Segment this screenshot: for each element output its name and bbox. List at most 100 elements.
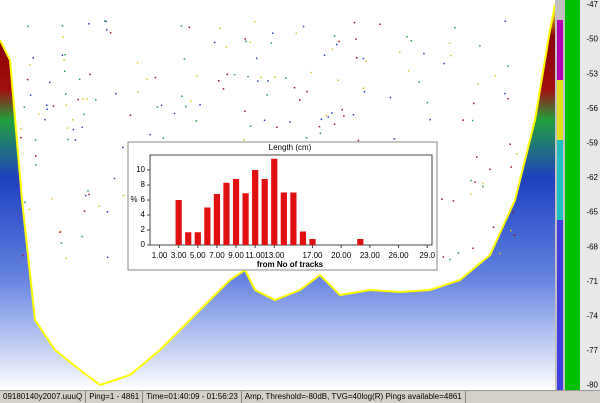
- echo: [319, 132, 322, 135]
- echo: [122, 194, 125, 197]
- echo: [106, 211, 109, 213]
- echo: [72, 128, 75, 131]
- echo: [249, 125, 252, 127]
- echo: [180, 25, 183, 27]
- echo: [185, 105, 187, 108]
- x-tick-label: 17.00: [302, 251, 323, 260]
- x-tick-label: 3.00: [171, 251, 187, 260]
- scale-label: -53: [586, 69, 598, 78]
- echo: [323, 54, 326, 56]
- echo: [441, 198, 443, 200]
- echo: [267, 80, 269, 82]
- x-tick-label: 1.00: [152, 251, 168, 260]
- y-axis-title: %: [130, 195, 137, 204]
- y-tick-label: 0: [141, 240, 146, 249]
- echo: [331, 48, 334, 51]
- echo: [162, 137, 165, 139]
- bar: [280, 192, 287, 245]
- echo: [87, 190, 89, 192]
- echo: [492, 226, 495, 228]
- echo: [479, 45, 481, 47]
- x-tick-label: 23.00: [360, 251, 381, 260]
- echo: [356, 56, 358, 59]
- echo: [78, 78, 81, 81]
- echo: [504, 92, 506, 95]
- echo: [482, 185, 484, 188]
- echo: [181, 95, 183, 98]
- bar: [242, 193, 249, 245]
- echo: [516, 153, 518, 155]
- echo: [190, 100, 192, 103]
- echo: [218, 27, 221, 30]
- echo: [137, 91, 139, 93]
- echo: [333, 123, 336, 126]
- length-histogram: Length (cm) from No of tracks % 0 2 4 6 8 10 1…: [127, 141, 438, 271]
- scale-label: -56: [586, 104, 598, 113]
- echo: [320, 118, 323, 121]
- echo: [338, 40, 340, 43]
- echo: [66, 127, 69, 129]
- echo: [352, 113, 355, 116]
- echo: [24, 201, 26, 204]
- scale-label: -68: [586, 242, 598, 251]
- bottom-line: [0, 4, 556, 387]
- bar: [194, 232, 201, 245]
- echo: [195, 75, 198, 78]
- echo: [84, 194, 87, 197]
- echo: [46, 108, 48, 111]
- echo: [59, 231, 61, 233]
- echo: [29, 94, 32, 96]
- x-axis-title: from No of tracks: [257, 260, 324, 269]
- echo: [362, 57, 365, 60]
- bar: [357, 239, 364, 245]
- echo: [27, 25, 29, 28]
- echo: [398, 51, 401, 54]
- scale-strip: [557, 220, 563, 390]
- status-field: Amp, Threshold=-80dB, TVG=40log(R) Pings…: [242, 391, 466, 403]
- bar: [252, 170, 259, 245]
- echo: [122, 146, 124, 149]
- bar: [175, 200, 182, 245]
- echo: [509, 143, 511, 145]
- echo: [443, 62, 445, 65]
- echo: [74, 139, 77, 141]
- x-tick-label: 29.0: [419, 251, 435, 260]
- echo: [327, 116, 330, 118]
- echo: [83, 210, 86, 212]
- echo: [149, 133, 151, 136]
- echo: [32, 57, 34, 59]
- echo: [20, 136, 22, 139]
- echo: [83, 113, 85, 116]
- bar: [213, 194, 221, 245]
- echo: [510, 229, 512, 232]
- echo: [249, 41, 252, 44]
- echo: [213, 41, 216, 44]
- echo: [65, 93, 67, 95]
- x-tick-label: 26.00: [389, 251, 410, 260]
- echogram: -47 -50 -53 -56 -59 -62 -65 -68 -71 -74 -77 -80 Len…: [0, 0, 600, 390]
- echo: [289, 121, 291, 123]
- echo: [63, 59, 65, 61]
- bar: [271, 158, 278, 245]
- echo: [363, 91, 366, 93]
- echo: [337, 79, 340, 82]
- scale-strip: [557, 140, 563, 220]
- echo: [183, 58, 186, 60]
- echo: [45, 104, 48, 106]
- echo: [50, 197, 53, 200]
- echo: [233, 73, 236, 76]
- echo: [63, 70, 66, 73]
- echo: [471, 119, 474, 122]
- scale-label: -71: [586, 277, 598, 286]
- echo: [67, 138, 69, 141]
- echo: [507, 97, 509, 100]
- echo: [86, 98, 88, 100]
- echo: [476, 156, 478, 158]
- echo: [89, 73, 91, 76]
- echo: [23, 106, 26, 108]
- status-field: Ping=1 - 4861: [86, 391, 144, 403]
- echo: [62, 36, 64, 38]
- echo: [449, 258, 451, 261]
- echo: [263, 119, 266, 122]
- echo: [156, 106, 159, 108]
